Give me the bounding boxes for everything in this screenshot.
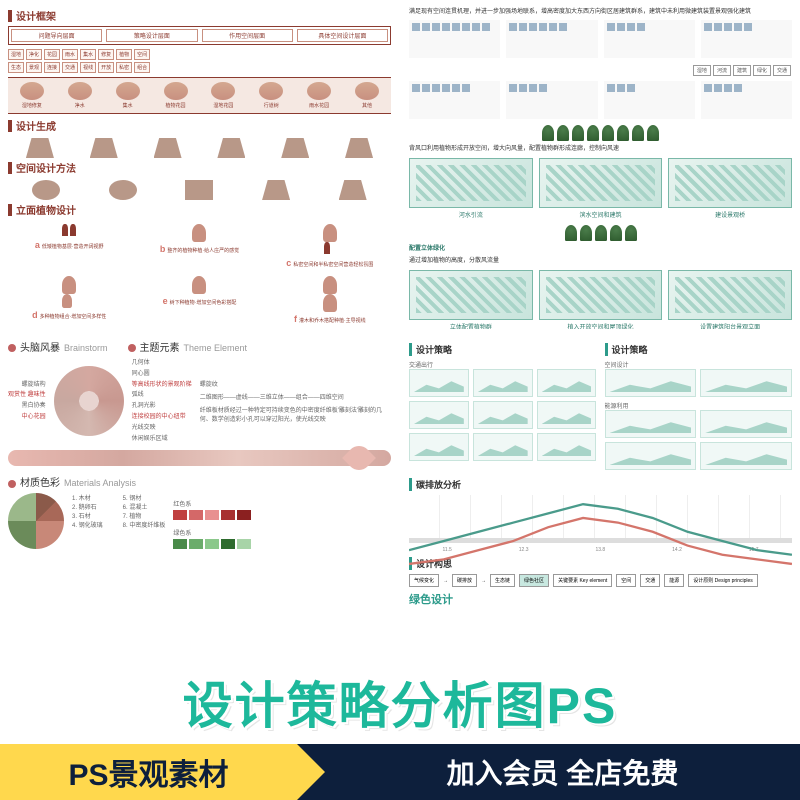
tag-right: 加入会员 全店免费: [297, 744, 800, 800]
mindmap-circle: [54, 366, 124, 436]
quadrant-analysis: 设计策略 交通出行 设计策略 空间设计 能源利用 碳排放分析 11.512.31…: [401, 331, 800, 660]
material-swatch: [8, 493, 64, 549]
promo-banner: 设计策略分析图PS PS景观素材 加入会员 全店免费: [0, 660, 800, 800]
q1-title-1: 设计框架: [8, 8, 391, 23]
q1-icon-row: 湿地修复 净水 集水 植物花园 湿地花园 行道树 雨水花园 其他: [8, 77, 391, 114]
wetland-icon: [20, 82, 44, 100]
urban-grid-1: [409, 20, 500, 58]
iso-diagram: [409, 158, 533, 208]
quadrant-urban: 满足现有空间连贯机理，并进一步加强场地联系，增高密度加大东西方向街区居建筑群系，…: [401, 0, 800, 329]
quadrant-brainstorm: 头脑风暴Brainstorm 主题元素Theme Element 螺旋结构 观赏…: [0, 331, 399, 660]
material-list: 1. 木材2. 鹅卵石 3. 石材4. 钢化玻璃 5. 钢材6. 混凝土 7. …: [72, 493, 165, 529]
main-title: 设计策略分析图PS: [0, 660, 800, 744]
carbon-chart: [409, 495, 792, 543]
tag-left: PS景观素材: [0, 744, 297, 800]
q1-header-row: 问题导向层面 策略设计层面 作用空间层面 具体空间设计层面: [8, 26, 391, 45]
quadrant-framework: 设计框架 问题导向层面 策略设计层面 作用空间层面 具体空间设计层面 湿地净化花…: [0, 0, 399, 329]
theme-ribbon: [8, 450, 391, 466]
